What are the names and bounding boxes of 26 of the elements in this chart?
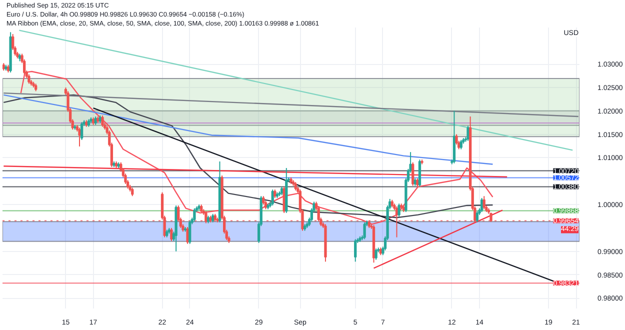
candlestick [412,162,414,186]
candlestick [101,115,104,128]
candlestick [186,226,189,244]
line-series [20,70,494,225]
candlestick [418,159,422,188]
candlestick [28,74,30,84]
candlestick [80,122,84,140]
candlestick [480,197,484,213]
candlestick [374,248,378,260]
candlestick [460,139,462,150]
candlestick [78,127,81,147]
candlestick [482,196,486,210]
candlestick [193,208,196,222]
candlestick [490,212,492,222]
candlestick [455,134,458,146]
candlestick [204,210,208,224]
candlestick [466,125,470,142]
candlestick [354,238,357,262]
candlestick [363,222,366,240]
line-series [3,94,494,165]
candlestick [188,220,192,244]
candlestick [317,206,320,222]
candlestick [170,227,173,242]
line-series [3,94,494,218]
candlestick [476,210,479,223]
candlestick [398,203,400,218]
